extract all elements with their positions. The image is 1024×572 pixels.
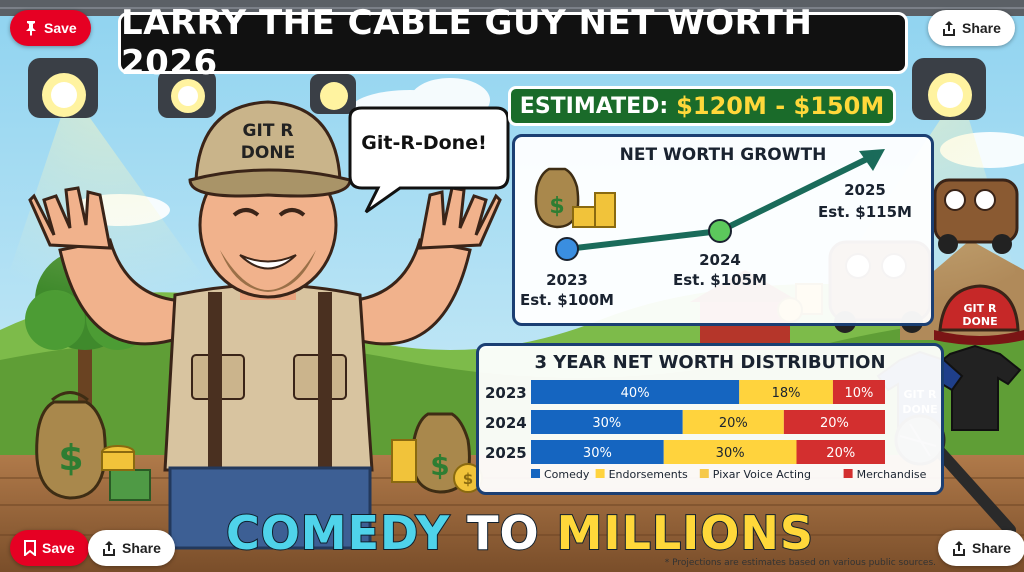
stage-light-icon: [28, 58, 98, 118]
bar-merchandise-2025: [796, 440, 885, 464]
cap-text-line2: DONE: [241, 143, 295, 163]
bar-value-label: 10%: [845, 386, 874, 401]
legend-swatch: [843, 469, 853, 478]
title-banner: LARRY THE CABLE GUY NET WORTH 2026: [118, 3, 908, 83]
merch-cap-line2: DONE: [962, 315, 997, 328]
share-button-top[interactable]: Share: [928, 10, 1015, 46]
share-icon: [943, 21, 955, 36]
save-button-bottom[interactable]: Save: [10, 530, 89, 566]
bar-merchandise-2023: [832, 380, 885, 404]
cap-text-line1: GIT R: [243, 121, 294, 141]
coin-stack-icon: [572, 192, 616, 228]
growth-arrow-line: [717, 154, 874, 234]
share-icon: [103, 541, 115, 556]
bar-value-label: 20%: [826, 446, 855, 461]
arrow-icon: [859, 149, 885, 171]
growth-line: [564, 228, 723, 252]
growth-chart: $ 2023 Est. $100M 2024 Est. $105M 2025 E…: [520, 149, 912, 309]
money-bag-icon: $: [534, 167, 580, 229]
bar-value-label: 18%: [772, 386, 801, 401]
svg-text:$: $: [58, 438, 83, 479]
legend-item: Merchandise: [857, 468, 927, 481]
share-button-bottom-left[interactable]: Share: [88, 530, 175, 566]
tagline-word-3: MILLIONS: [556, 505, 815, 561]
growth-year-2025: 2025: [844, 181, 886, 199]
growth-point-2024: [708, 219, 732, 243]
row-label-2024: 2024: [485, 414, 527, 432]
legend-item: Pixar Voice Acting: [713, 468, 811, 481]
save-button[interactable]: Save: [10, 10, 91, 46]
bar-endorsements-2023: [739, 380, 833, 404]
share-button-bottom-left-label: Share: [122, 540, 161, 556]
pin-icon: [26, 21, 36, 36]
growth-year-2024: 2024: [699, 251, 741, 269]
save-button-label: Save: [44, 20, 77, 36]
share-icon: [953, 541, 965, 556]
bar-endorsements-2024: [682, 410, 784, 434]
net-worth-growth-panel: NET WORTH GROWTH $ 2023 Est. $100M 2024 …: [512, 134, 934, 326]
legend-swatch: [531, 469, 540, 478]
speech-bubble-text: Git-R-Done!: [361, 132, 487, 154]
growth-point-2023: [555, 237, 579, 261]
tagline-word-1: COMEDY: [225, 505, 451, 561]
tagline-word-2: TO: [466, 505, 540, 561]
svg-text:$: $: [463, 470, 473, 488]
page-title: LARRY THE CABLE GUY NET WORTH 2026: [121, 3, 813, 83]
distribution-panel: 3 YEAR NET WORTH DISTRIBUTION 2023 40% 18%…: [476, 343, 944, 495]
legend-item: Comedy: [544, 468, 590, 481]
share-button-label: Share: [962, 20, 1001, 36]
growth-label-2023: Est. $100M: [520, 291, 614, 309]
bar-endorsements-2025: [663, 440, 797, 464]
growth-label-2025: Est. $115M: [818, 203, 912, 221]
speech-bubble: [348, 106, 510, 214]
row-label-2023: 2023: [485, 384, 527, 402]
legend-swatch: [699, 469, 709, 478]
bar-comedy-2024: [531, 410, 683, 434]
bar-comedy-2025: [531, 440, 664, 464]
bar-value-label: 20%: [719, 416, 748, 431]
estimate-value: $120M - $150M: [676, 92, 885, 120]
bar-merchandise-2024: [783, 410, 885, 434]
growth-label-2024: Est. $105M: [673, 271, 767, 289]
bar-comedy-2023: [531, 380, 740, 404]
tow-truck-icon: [933, 178, 1019, 254]
share-button-bottom-right[interactable]: Share: [938, 530, 1024, 566]
legend-swatch: [595, 469, 605, 478]
share-button-bottom-right-label: Share: [972, 540, 1011, 556]
stage-light-icon: [912, 58, 986, 120]
bar-value-label: 30%: [716, 446, 745, 461]
stage-light-icon: [158, 70, 216, 118]
stage-light-icon: [310, 74, 356, 114]
distribution-title: 3 YEAR NET WORTH DISTRIBUTION: [534, 352, 886, 373]
bar-value-label: 30%: [592, 416, 621, 431]
bar-value-label: 40%: [621, 386, 650, 401]
bookmark-icon: [24, 540, 36, 556]
estimate-banner: ESTIMATED: $120M - $150M: [508, 86, 896, 126]
estimate-label: ESTIMATED:: [519, 93, 669, 119]
growth-title: NET WORTH GROWTH: [619, 145, 827, 165]
footnote: * Projections are estimates based on var…: [664, 558, 936, 568]
coin-stack-icon: [101, 445, 151, 501]
money-bag-icon: $: [35, 391, 107, 500]
tagline: COMEDY TO MILLIONS: [160, 505, 880, 561]
bar-value-label: 30%: [583, 446, 612, 461]
cartoon-character: [28, 100, 502, 550]
distribution-chart: 2023 40% 18% 10% 2024 30% 20% 20% 2025 30% 30% 20% C…: [485, 380, 927, 481]
growth-year-2023: 2023: [546, 271, 588, 289]
merch-cap-line1: GIT R: [964, 302, 997, 315]
legend-item: Endorsements: [609, 468, 688, 481]
svg-text:$: $: [430, 449, 449, 482]
svg-text:$: $: [549, 194, 564, 219]
coin-stack-icon: $: [391, 439, 483, 493]
bar-value-label: 20%: [820, 416, 849, 431]
row-label-2025: 2025: [485, 444, 527, 462]
save-button-bottom-label: Save: [42, 540, 75, 556]
cap-icon: GIT R DONE: [934, 284, 1024, 345]
